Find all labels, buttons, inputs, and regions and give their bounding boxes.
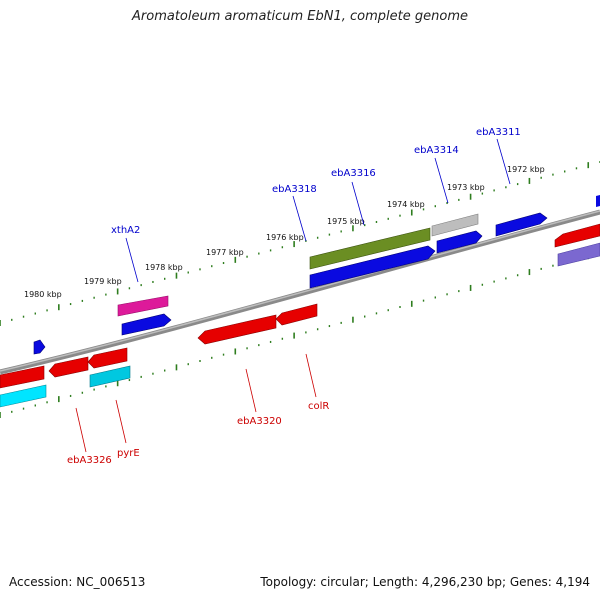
gene-feature-edge-blue[interactable] — [596, 195, 600, 207]
gene-feature-red-left-3[interactable] — [87, 347, 128, 369]
gene-feature-ebA3320[interactable] — [197, 314, 277, 345]
gene-feature-ebA3314[interactable] — [431, 213, 479, 237]
genome-backbone — [0, 209, 600, 375]
leader-line-ebA3320 — [245, 368, 257, 413]
gene-label-ebA3320[interactable]: ebA3320 — [237, 416, 282, 427]
gene-feature-cyan-left[interactable] — [0, 384, 47, 408]
ruler-label-1972: 1972 kbp — [507, 165, 545, 174]
ruler-ticks-outer — [0, 161, 600, 326]
accession-text: Accession: NC_006513 — [9, 575, 146, 589]
gene-feature-ebA3316[interactable] — [309, 227, 431, 270]
gene-label-ebA3314[interactable]: ebA3314 — [414, 145, 459, 156]
leader-line-ebA3314 — [434, 157, 449, 204]
gene-feature-red-left-1[interactable] — [0, 365, 45, 389]
leader-line-pyrE — [115, 399, 127, 444]
ruler-label-1974: 1974 kbp — [387, 200, 425, 209]
leader-line-colR — [305, 353, 317, 398]
gene-feature-ebA3318[interactable] — [309, 245, 436, 289]
gene-feature-blue-2[interactable] — [436, 230, 483, 254]
gene-feature-ebA3311[interactable] — [495, 212, 548, 237]
gene-feature-edge-purple[interactable] — [557, 242, 600, 267]
leader-line-ebA3311 — [496, 138, 511, 185]
gene-feature-xthA2[interactable] — [117, 295, 169, 317]
genome-backbone-highlight — [0, 210, 600, 372]
gene-label-pyrE[interactable]: pyrE — [117, 448, 140, 459]
leader-line-ebA3326 — [75, 407, 87, 453]
leader-line-xthA2 — [125, 237, 139, 283]
ruler-ticks-inner — [0, 252, 600, 418]
leader-line-ebA3316 — [351, 181, 365, 226]
ruler-label-1980: 1980 kbp — [24, 290, 62, 299]
gene-label-ebA3318[interactable]: ebA3318 — [272, 184, 317, 195]
genome-info-text: Topology: circular; Length: 4,296,230 bp… — [260, 575, 590, 589]
ruler-label-1973: 1973 kbp — [447, 183, 485, 192]
gene-feature-edge-red-1[interactable] — [554, 223, 600, 248]
ruler-label-1977: 1977 kbp — [206, 248, 244, 257]
gene-feature-blue-1[interactable] — [121, 313, 172, 336]
gene-feature-colR[interactable] — [275, 303, 318, 326]
gene-label-xthA2[interactable]: xthA2 — [111, 225, 140, 236]
gene-label-colR[interactable]: colR — [308, 401, 329, 412]
gene-label-ebA3311[interactable]: ebA3311 — [476, 127, 521, 138]
ruler-label-1976: 1976 kbp — [266, 233, 304, 242]
gene-feature-ebA3326[interactable] — [48, 356, 89, 378]
gene-feature-pyrE[interactable] — [89, 365, 131, 388]
ruler-label-1979: 1979 kbp — [84, 277, 122, 286]
gene-label-ebA3316[interactable]: ebA3316 — [331, 168, 376, 179]
map-title: Aromatoleum aromaticum EbN1, complete ge… — [132, 9, 468, 24]
ruler-label-1975: 1975 kbp — [327, 217, 365, 226]
gene-feature-small-blue[interactable] — [33, 339, 46, 355]
gene-label-ebA3326[interactable]: ebA3326 — [67, 455, 112, 466]
leader-line-ebA3318 — [292, 195, 307, 242]
ruler-label-1978: 1978 kbp — [145, 263, 183, 272]
